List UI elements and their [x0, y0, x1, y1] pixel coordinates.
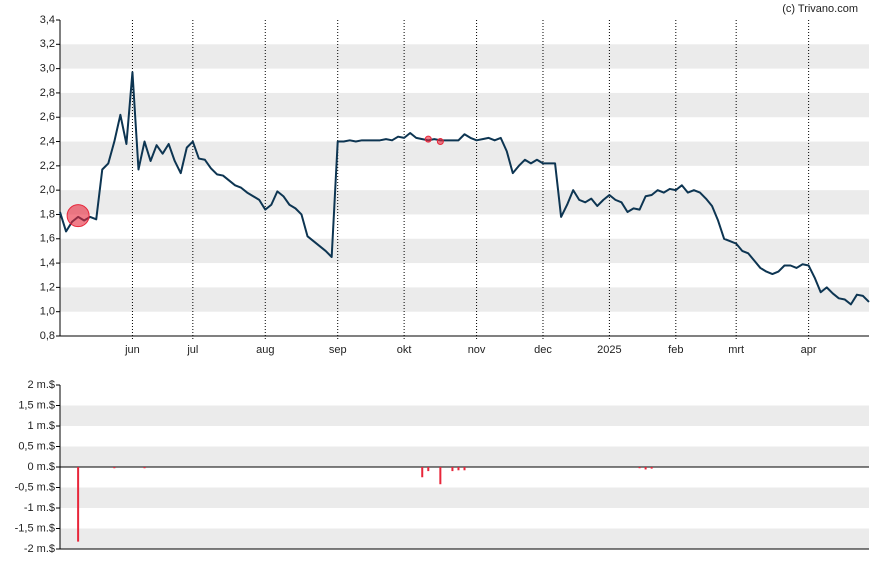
x-tick-label: okt	[397, 344, 412, 356]
price-line	[59, 71, 870, 306]
y-tick-label: 1 m.$	[27, 420, 55, 432]
grid-band	[60, 446, 869, 467]
grid-band	[60, 487, 869, 508]
bar	[143, 467, 146, 469]
x-tick-label: sep	[329, 344, 347, 356]
grid-band	[60, 44, 869, 69]
y-tick-label: 1,2	[40, 281, 55, 293]
highlight-marker	[436, 138, 444, 146]
x-tick-label: mrt	[728, 344, 744, 356]
bar	[113, 467, 116, 469]
x-tick-label: apr	[801, 344, 817, 356]
bar	[77, 467, 80, 542]
y-tick-label: -2 m.$	[24, 543, 55, 555]
bar	[463, 467, 466, 471]
y-tick-label: 1,4	[40, 257, 55, 269]
grid-band	[60, 190, 869, 215]
grid-band	[60, 92, 869, 118]
grid-band	[60, 528, 869, 549]
x-tick-label: jul	[186, 344, 198, 356]
source: (c) Trivano.com	[782, 3, 858, 15]
x-tick-label: aug	[256, 344, 274, 356]
bar	[439, 467, 442, 485]
grid-band	[60, 238, 869, 264]
y-tick-label: -0,5 m.$	[15, 481, 55, 493]
y-tick-label: -1,5 m.$	[15, 522, 55, 534]
y-tick-label: 1,6	[40, 233, 55, 245]
bar	[457, 467, 460, 471]
y-tick-label: 0,8	[40, 330, 55, 342]
bar	[427, 467, 430, 472]
y-tick-label: 3,0	[40, 63, 55, 75]
y-tick-label: 0,5 m.$	[18, 440, 55, 452]
bar	[451, 467, 454, 472]
y-tick-label: 1,8	[40, 208, 55, 220]
bar	[650, 467, 653, 469]
highlight-marker	[66, 204, 90, 228]
y-tick-label: 3,4	[40, 14, 55, 26]
y-tick-label: 2,4	[40, 135, 55, 147]
bar	[638, 467, 641, 469]
x-tick-label: jun	[124, 344, 140, 356]
y-tick-label: 2,6	[40, 111, 55, 123]
grid-band	[60, 405, 869, 426]
y-tick-label: 1,5 m.$	[18, 399, 55, 411]
x-tick-label: feb	[668, 344, 683, 356]
y-tick-label: 2,2	[40, 160, 55, 172]
x-tick-label: 2025	[597, 344, 621, 356]
x-tick-label: nov	[468, 344, 486, 356]
y-tick-label: 2 m.$	[27, 379, 55, 391]
bar	[644, 467, 647, 470]
highlight-marker	[424, 135, 432, 143]
y-tick-label: 2,0	[40, 184, 55, 196]
y-tick-label: 0 m.$	[27, 461, 55, 473]
y-tick-label: 3,2	[40, 38, 55, 50]
y-tick-label: 1,0	[40, 306, 55, 318]
y-tick-label: 2,8	[40, 87, 55, 99]
x-tick-label: dec	[534, 344, 552, 356]
grid-band	[60, 141, 869, 166]
bar	[421, 467, 424, 478]
y-tick-label: -1 m.$	[24, 502, 55, 514]
grid-band	[60, 287, 869, 312]
